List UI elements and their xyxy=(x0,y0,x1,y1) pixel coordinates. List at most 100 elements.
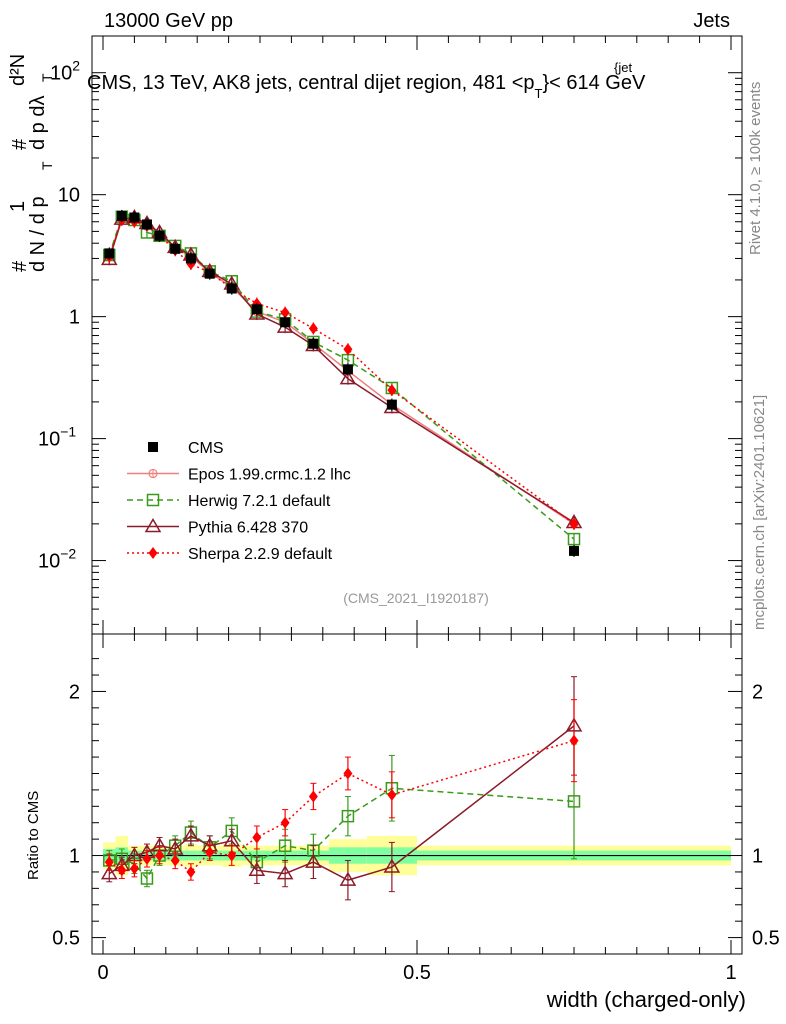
svg-text:T: T xyxy=(39,73,55,82)
y-axis-label: # 1 d N / d p T # d²N d p dλ T xyxy=(7,54,55,272)
sherpa-ratio-point xyxy=(343,767,353,780)
sherpa-ratio-line xyxy=(108,739,575,873)
cms-data-point xyxy=(104,248,115,259)
sherpa-ratio-point xyxy=(308,790,318,803)
header-right-label: Jets xyxy=(693,10,730,32)
legend-label-sherpa: Sherpa 2.2.9 default xyxy=(188,546,333,563)
herwig-ratio-point xyxy=(341,809,355,823)
x-tick-label: 0 xyxy=(97,962,108,984)
cms-data-point xyxy=(116,210,127,221)
main-axis-ticks: 10−2 10−1 1 10 102 xyxy=(38,35,742,634)
cms-data-point xyxy=(386,399,397,410)
y-tick-label: 1 xyxy=(69,307,80,329)
x-tick-label: 0.5 xyxy=(403,962,431,984)
ratio-series-group xyxy=(100,676,583,901)
header-left-label: 13000 GeV pp xyxy=(104,10,233,32)
ratio-y-axis-label: Ratio to CMS xyxy=(25,791,42,880)
sherpa-ratio-point xyxy=(186,865,196,878)
sherpa-series-line xyxy=(108,219,575,525)
svg-text:d²N: d²N xyxy=(7,54,29,86)
y-tick-label: 10 xyxy=(58,185,80,207)
svg-text:{jet: {jet xyxy=(614,60,632,75)
pythia-data-point xyxy=(339,370,357,385)
ratio-y-tick-label: 0.5 xyxy=(52,928,80,950)
sherpa-ratio-point xyxy=(227,849,237,862)
sherpa-ratio-point xyxy=(155,849,165,862)
svg-text:d N / d p: d N / d p xyxy=(27,196,49,272)
svg-text:d p dλ: d p dλ xyxy=(27,96,49,150)
main-panel-frame xyxy=(91,35,743,635)
legend: CMS Epos 1.99.crmc.1.2 lhc Herwig 7.2.1 de… xyxy=(127,440,351,563)
cms-data-point xyxy=(280,317,291,328)
cms-data-point xyxy=(569,545,579,556)
pythia-ratio-point xyxy=(383,858,401,873)
analysis-id-label: (CMS_2021_I1920187) xyxy=(343,590,489,606)
sherpa-ratio-point xyxy=(129,862,139,875)
pythia-ratio-point xyxy=(305,853,322,868)
sherpa-ratio-point xyxy=(205,846,215,859)
sherpa-ratio-point xyxy=(569,734,579,747)
pythia-ratio-point xyxy=(248,861,266,877)
herwig-ratio-point xyxy=(567,795,581,808)
ratio-y-tick-label: 2 xyxy=(69,681,80,703)
y-tick-label: 102 xyxy=(50,58,80,85)
x-tick-label: 1 xyxy=(725,962,736,984)
legend-marker-pythia xyxy=(144,518,162,533)
cms-data-point xyxy=(170,243,181,254)
sherpa-ratio-point xyxy=(117,864,127,877)
mcplots-label: mcplots.cern.ch [arXiv:2401.10621] xyxy=(751,395,768,630)
pythia-ratio-point xyxy=(182,827,200,842)
herwig-ratio-point xyxy=(278,839,292,852)
ratio-axis-ticks: 0 0.5 1 0.5 0.5 1 1 2 2 xyxy=(52,634,780,984)
svg-text:#: # xyxy=(9,138,31,150)
ratio-y-tick-label: 2 xyxy=(752,681,763,703)
cms-data-point xyxy=(342,364,353,375)
sherpa-data-point xyxy=(343,343,353,356)
svg-text:CMS, 13 TeV, AK8 jets, central: CMS, 13 TeV, AK8 jets, central dijet reg… xyxy=(87,72,646,101)
ratio-y-tick-label: 1 xyxy=(752,846,763,868)
legend-label-cms: CMS xyxy=(188,440,224,457)
cms-data-point xyxy=(308,338,319,349)
cms-data-point xyxy=(141,219,152,230)
cms-data-point xyxy=(154,230,165,241)
sherpa-ratio-point xyxy=(170,854,180,867)
chart-title: CMS, 13 TeV, AK8 jets, central dijet reg… xyxy=(87,60,646,101)
legend-marker-sherpa xyxy=(148,547,158,559)
herwig-data-point xyxy=(567,532,581,546)
svg-text:T: T xyxy=(39,161,55,170)
y-tick-label: 10−2 xyxy=(38,546,76,573)
sherpa-ratio-point xyxy=(280,816,290,829)
ratio-y-tick-label: 1 xyxy=(69,846,80,868)
rivet-version-label: Rivet 4.1.0, ≥ 100k events xyxy=(747,82,764,255)
x-axis-label: width (charged-only) xyxy=(546,987,746,1012)
sherpa-data-point xyxy=(308,322,318,335)
legend-label-epos: Epos 1.99.crmc.1.2 lhc xyxy=(188,467,351,484)
sherpa-data-point xyxy=(280,306,290,319)
herwig-ratio-point xyxy=(140,872,154,885)
sherpa-ratio-point xyxy=(142,852,152,865)
sherpa-ratio-point xyxy=(252,831,262,844)
pythia-ratio-point xyxy=(339,871,357,886)
sherpa-ratio-point xyxy=(104,856,114,869)
legend-label-herwig: Herwig 7.2.1 default xyxy=(188,493,331,510)
svg-text:#: # xyxy=(9,260,31,272)
cms-data-point xyxy=(129,212,140,223)
ratio-y-tick-label: 0.5 xyxy=(752,928,780,950)
sherpa-data-point xyxy=(387,384,397,397)
y-tick-label: 10−1 xyxy=(38,424,76,451)
svg-text:1: 1 xyxy=(7,201,29,212)
sherpa-ratio-point xyxy=(387,788,397,801)
pythia-ratio-point xyxy=(100,865,118,880)
legend-marker-cms xyxy=(148,442,158,452)
main-series-group xyxy=(100,209,583,557)
legend-marker-epos xyxy=(148,468,158,479)
legend-marker-herwig xyxy=(146,493,160,507)
cms-data-point xyxy=(204,268,215,279)
herwig-series-line xyxy=(108,215,575,540)
legend-label-pythia: Pythia 6.428 370 xyxy=(188,520,308,537)
sherpa-data-point xyxy=(569,517,579,530)
pythia-ratio-point xyxy=(276,865,294,880)
cms-data-point xyxy=(185,253,196,264)
cms-data-point xyxy=(251,304,262,315)
